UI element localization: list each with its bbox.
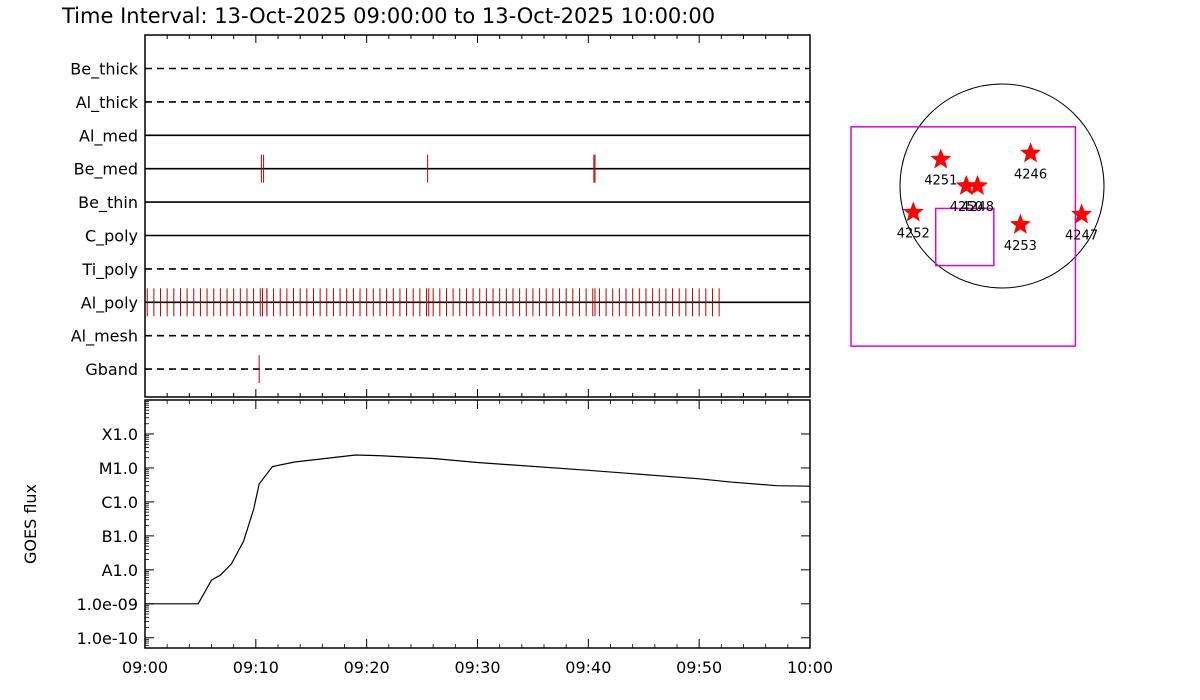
- goes-xtick-label: 09:20: [344, 658, 390, 677]
- active-region-label-4250: 4250: [950, 200, 983, 215]
- active-region-star-4252: [902, 201, 924, 222]
- row-label-Al_mesh: Al_mesh: [71, 327, 138, 347]
- goes-ytick-label: A1.0: [102, 561, 138, 580]
- goes-xtick-label: 10:00: [787, 658, 833, 677]
- goes-xtick-label: 09:50: [676, 658, 722, 677]
- row-label-C_poly: C_poly: [85, 227, 138, 247]
- row-label-Al_med: Al_med: [79, 126, 138, 146]
- goes-ytick-label: C1.0: [101, 493, 138, 512]
- row-label-Ti_poly: Ti_poly: [81, 260, 138, 280]
- goes-xtick-label: 09:30: [454, 658, 500, 677]
- row-label-Gband: Gband: [85, 360, 138, 379]
- goes-frame: [144, 399, 811, 649]
- fov-inner-box: [934, 207, 995, 267]
- goes-xtick-label: 09:10: [233, 658, 279, 677]
- active-region-label-4248: 4248: [961, 200, 994, 215]
- fov-outer-box: [850, 126, 1077, 347]
- goes-ytick-label: M1.0: [99, 459, 138, 478]
- goes-flux-panel: 1.0e-10 1.0e-09 A1.0 B1.0 C1.0 M1.0 X1.0 09:00 0…: [21, 399, 833, 677]
- goes-ytick-label: B1.0: [102, 527, 138, 546]
- figure-title: Time Interval: 13-Oct-2025 09:00:00 to 1…: [61, 4, 715, 28]
- goes-flux-series-line: [145, 454, 811, 605]
- goes-xtick-label: 09:40: [565, 658, 611, 677]
- solar-disk: [899, 83, 1105, 289]
- active-region-label-4247: 4247: [1065, 229, 1098, 244]
- active-region-label-4253: 4253: [1004, 239, 1037, 254]
- active-region-label-4252: 4252: [897, 227, 930, 242]
- goes-ytick-label: X1.0: [102, 425, 138, 444]
- goes-xtick-label: 09:00: [122, 658, 168, 677]
- active-region-label-4246: 4246: [1014, 167, 1047, 182]
- filter-timeline-panel: Be_thick Al_thick Al_med Be_med Be_thin C_pol…: [70, 34, 811, 398]
- goes-y-axis-label: GOES flux: [21, 484, 40, 564]
- row-label-Be_thin: Be_thin: [78, 193, 138, 213]
- active-region-star-4248: [966, 174, 989, 196]
- row-label-Be_med: Be_med: [74, 160, 138, 180]
- row-label-Al_thick: Al_thick: [76, 93, 139, 113]
- timeline-frame: [144, 34, 811, 398]
- active-region-star-4253: [1009, 213, 1031, 234]
- active-region-star-4251: [930, 148, 952, 169]
- active-region-star-4246: [1019, 142, 1042, 163]
- goes-ytick-label: 1.0e-10: [77, 629, 138, 648]
- row-label-Al_poly: Al_poly: [81, 293, 138, 313]
- row-label-Be_thick: Be_thick: [70, 60, 138, 80]
- active-region-star-4247: [1070, 203, 1093, 224]
- goes-ytick-label: 1.0e-09: [77, 595, 138, 614]
- active-region-label-4251: 4251: [924, 173, 957, 188]
